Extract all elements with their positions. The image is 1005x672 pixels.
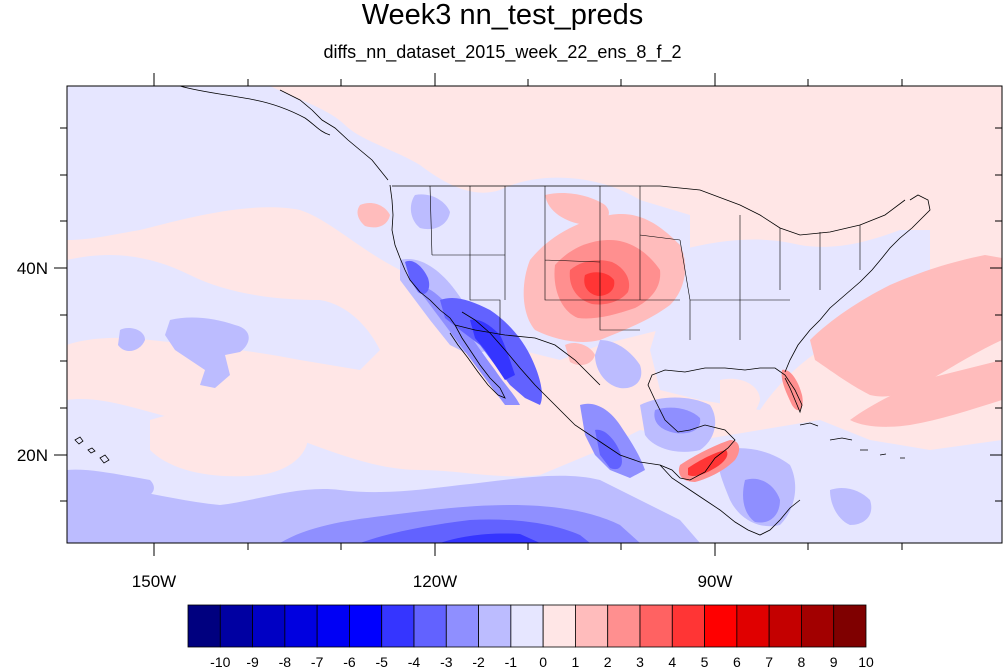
colorbar-level-label: -10 <box>210 654 230 670</box>
field-light-blue-northeast-pacific <box>67 100 330 212</box>
colorbar-level-label: 6 <box>733 654 741 670</box>
field-red-plains-core <box>584 272 615 296</box>
lat-label-40n: 40N <box>17 259 48 278</box>
map-ticks <box>54 73 1002 556</box>
coastline-east <box>784 194 931 373</box>
coastline-gulf-of-california-east <box>461 311 661 466</box>
caribbean-islands <box>799 422 905 459</box>
coastline-central-america <box>659 464 801 536</box>
border-us-mexico <box>454 324 601 386</box>
colorbar-level-label: -6 <box>343 654 356 670</box>
colorbar-swatch <box>607 604 641 648</box>
field-blue-california <box>405 260 430 295</box>
field-red-atlantic-band-north <box>850 360 1002 427</box>
map-boundaries <box>74 86 931 536</box>
colorbar-level-label: -5 <box>375 654 388 670</box>
state-borders <box>429 185 861 340</box>
colorbar-swatch <box>445 604 479 648</box>
colorbar-swatch <box>801 604 835 648</box>
field-blue-north-plains <box>410 194 450 230</box>
field-blue-mexico-south-deep <box>595 429 622 470</box>
map-field <box>67 86 1002 543</box>
field-blue-pacific-blob <box>165 317 249 388</box>
colorbar-swatch <box>381 604 415 648</box>
lon-label-120w: 120W <box>413 572 457 591</box>
colorbar-level-label: -4 <box>408 654 421 670</box>
colorbar-level-label: 8 <box>798 654 806 670</box>
colorbar-swatch <box>413 604 447 648</box>
field-blue-east-tropics <box>830 488 872 525</box>
colorbar-level-label: -7 <box>311 654 324 670</box>
colorbar-level-label: 2 <box>604 654 612 670</box>
lon-label-90w: 90W <box>698 572 733 591</box>
colorbar-level-label: 7 <box>765 654 773 670</box>
colorbar-level-label: -9 <box>246 654 259 670</box>
colorbar-level-label: -2 <box>472 654 485 670</box>
field-red-florida <box>781 369 803 411</box>
border-canada-us <box>392 185 906 236</box>
field-blue-baja <box>415 285 520 405</box>
colorbar-swatch <box>671 604 705 648</box>
colorbar-swatch <box>639 604 673 648</box>
colorbar-level-label: 5 <box>701 654 709 670</box>
field-blue-southern-band-deeper <box>440 533 540 543</box>
colorbar-level-label: -1 <box>505 654 518 670</box>
coastline-us-west <box>389 184 456 326</box>
colorbar-level-label: -3 <box>440 654 453 670</box>
colorbar-swatch <box>575 604 609 648</box>
hawaii <box>74 436 110 464</box>
field-blue-gulf-mid <box>654 407 701 434</box>
field-blue-pacific-south-west <box>67 469 154 500</box>
colorbar-level-label: 3 <box>636 654 644 670</box>
field-light-red-pacific-patch <box>150 406 308 477</box>
colorbar-level-label: -8 <box>279 654 292 670</box>
colorbar-level-label: 10 <box>858 654 874 670</box>
field-red-north-plains <box>357 203 390 228</box>
colorbar-swatch <box>736 604 770 648</box>
colorbar-level-label: 0 <box>539 654 547 670</box>
field-blue-central-us <box>595 340 642 389</box>
coastline-gulf-of-mexico <box>647 367 803 481</box>
field-light-blue-east-us <box>650 230 930 410</box>
colorbar-swatch <box>316 604 350 648</box>
field-light-red-gulf-patch <box>720 378 760 424</box>
field-blue-pacific-small <box>118 328 145 352</box>
field-blue-southern-band-deep <box>360 519 590 543</box>
colorbar-swatch <box>349 604 383 648</box>
coastline-alaska <box>179 86 331 136</box>
colorbar-level-label: 9 <box>830 654 838 670</box>
field-red-north-plains-2 <box>545 193 609 225</box>
colorbar-level-label: 1 <box>572 654 580 670</box>
colorbar-swatch <box>833 604 867 648</box>
colorbar-level-label: 4 <box>668 654 676 670</box>
coastline-baja <box>449 324 506 399</box>
map-title: Week3 nn_test_preds <box>361 0 644 31</box>
colorbar-swatch <box>219 604 253 648</box>
colorbar-swatch <box>510 604 544 648</box>
colorbar-swatch <box>768 604 802 648</box>
field-blue-southwest-deep <box>470 319 515 380</box>
coastline-bc <box>279 89 389 181</box>
field-blue-caribbean-mid <box>743 478 780 523</box>
lat-label-20n: 20N <box>17 446 48 465</box>
colorbar-swatch <box>252 604 286 648</box>
map-subtitle: diffs_nn_dataset_2015_week_22_ens_8_f_2 <box>323 42 682 62</box>
field-light-blue-west <box>67 255 380 370</box>
colorbar-swatch <box>704 604 738 648</box>
colorbar-swatch <box>478 604 512 648</box>
colorbar-swatch <box>284 604 318 648</box>
colorbar-swatch <box>542 604 576 648</box>
lon-label-150w: 150W <box>132 572 176 591</box>
field-red-texas <box>565 343 595 366</box>
colorbar: -10 -9 -8 -7 -6 -5 -4 -3 -2 -1 0 1 2 3 4 5 6 7 8 9 10 <box>187 604 874 670</box>
colorbar-swatch <box>187 604 221 648</box>
field-red-atlantic-band <box>810 255 1002 397</box>
